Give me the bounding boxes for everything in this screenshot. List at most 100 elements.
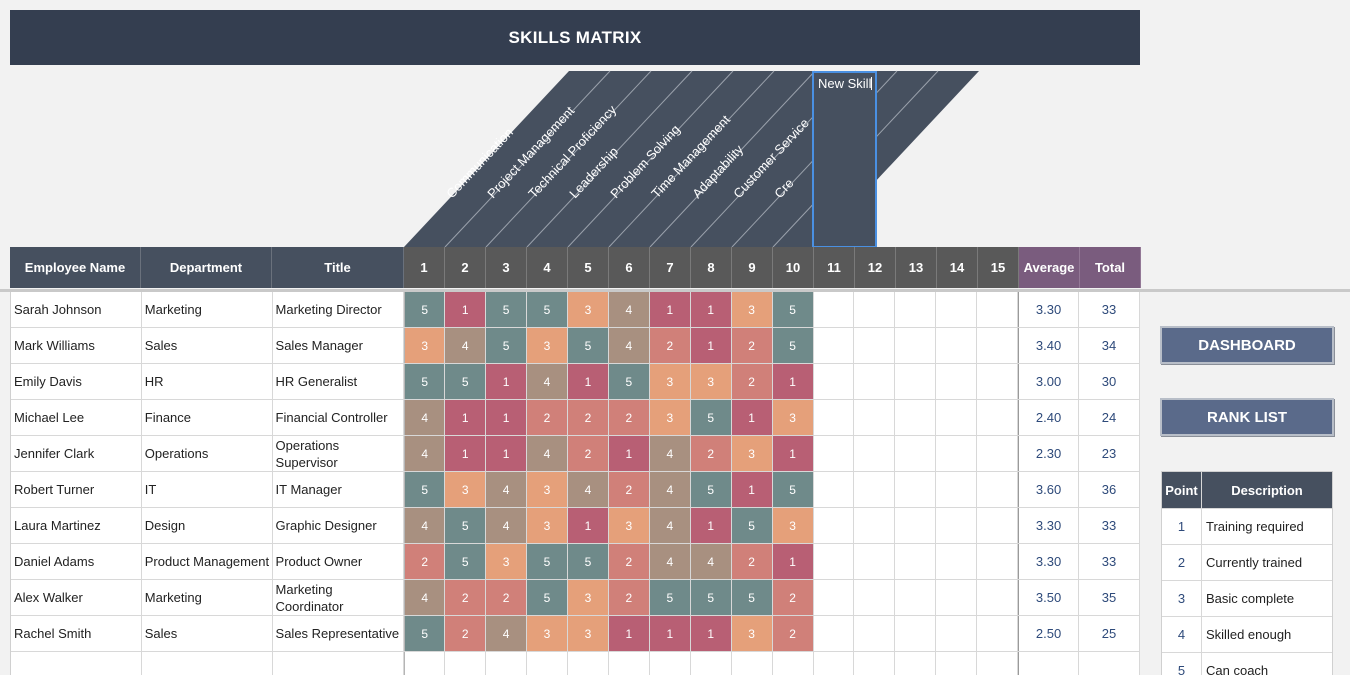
score-cell[interactable]: 5 [486,328,528,363]
score-cell[interactable]: 2 [608,472,650,507]
score-cell[interactable]: 3 [608,508,650,543]
score-cell[interactable]: 1 [772,544,814,579]
empty-score-cell[interactable] [895,400,937,435]
total-cell[interactable]: 36 [1079,472,1140,507]
empty-score-cell[interactable] [650,652,691,675]
score-cell[interactable]: 1 [486,400,528,435]
score-cell[interactable]: 5 [772,328,814,363]
score-cell[interactable]: 4 [527,364,568,399]
empty-score-cell[interactable] [854,580,896,615]
header-skill-number[interactable]: 7 [650,247,691,288]
employee-name-cell[interactable]: Alex Walker [11,580,142,615]
employee-name-cell[interactable]: Rachel Smith [11,616,142,651]
score-cell[interactable]: 2 [731,328,773,363]
editing-skill-cell[interactable]: New Skill [812,71,877,248]
empty-score-cell[interactable] [936,292,978,327]
score-cell[interactable]: 4 [445,328,487,363]
score-cell[interactable]: 5 [690,580,732,615]
score-cell[interactable]: 3 [567,616,609,651]
employee-department-cell[interactable]: Marketing [142,292,273,327]
score-cell[interactable]: 1 [690,292,732,327]
empty-score-cell[interactable] [977,436,1019,471]
score-cell[interactable]: 3 [527,508,568,543]
empty-score-cell[interactable] [854,436,896,471]
score-cell[interactable]: 3 [772,508,814,543]
empty-score-cell[interactable] [445,652,487,675]
score-cell[interactable]: 4 [567,472,609,507]
empty-score-cell[interactable] [814,400,855,435]
empty-score-cell[interactable] [977,616,1019,651]
score-cell[interactable]: 4 [486,616,528,651]
empty-score-cell[interactable] [936,364,978,399]
employee-name-cell[interactable]: Sarah Johnson [11,292,142,327]
score-cell[interactable]: 5 [690,400,732,435]
total-cell[interactable]: 25 [1079,616,1140,651]
empty-score-cell[interactable] [814,580,855,615]
score-cell[interactable]: 5 [527,544,568,579]
empty-score-cell[interactable] [854,508,896,543]
average-cell[interactable]: 2.50 [1018,616,1080,651]
total-cell[interactable]: 24 [1079,400,1140,435]
average-cell[interactable]: 3.30 [1018,544,1080,579]
score-cell[interactable]: 2 [731,544,773,579]
score-cell[interactable]: 5 [404,364,446,399]
score-cell[interactable]: 1 [608,436,650,471]
average-cell[interactable]: 3.30 [1018,508,1080,543]
empty-score-cell[interactable] [936,580,978,615]
score-cell[interactable]: 5 [404,472,446,507]
total-cell[interactable]: 34 [1079,328,1140,363]
header-department[interactable]: Department [141,247,272,288]
score-cell[interactable]: 3 [527,328,568,363]
total-cell[interactable]: 23 [1079,436,1140,471]
score-cell[interactable]: 1 [731,472,773,507]
score-cell[interactable]: 3 [731,436,773,471]
empty-score-cell[interactable] [854,472,896,507]
employee-title-cell[interactable]: Marketing Director [273,292,405,327]
score-cell[interactable]: 5 [486,292,528,327]
empty-score-cell[interactable] [977,580,1019,615]
score-cell[interactable]: 2 [567,436,609,471]
header-skill-number[interactable]: 11 [814,247,855,288]
score-cell[interactable]: 4 [486,508,528,543]
empty-score-cell[interactable] [895,328,937,363]
empty-score-cell[interactable] [977,328,1019,363]
score-cell[interactable]: 3 [772,400,814,435]
empty-score-cell[interactable] [977,544,1019,579]
score-cell[interactable]: 5 [608,364,650,399]
score-cell[interactable]: 1 [649,292,691,327]
header-skill-number[interactable]: 5 [568,247,609,288]
score-cell[interactable]: 3 [731,616,773,651]
empty-score-cell[interactable] [854,328,896,363]
empty-score-cell[interactable] [691,652,732,675]
header-skill-number[interactable]: 6 [609,247,650,288]
score-cell[interactable]: 4 [690,544,732,579]
header-skill-number[interactable]: 10 [773,247,814,288]
average-cell[interactable] [1018,652,1080,675]
score-cell[interactable]: 5 [527,580,568,615]
score-cell[interactable]: 2 [690,436,732,471]
score-cell[interactable]: 4 [527,436,568,471]
empty-score-cell[interactable] [854,292,896,327]
score-cell[interactable]: 1 [690,328,732,363]
empty-score-cell[interactable] [895,580,937,615]
empty-score-cell[interactable] [854,616,896,651]
employee-name-cell[interactable]: Robert Turner [11,472,142,507]
score-cell[interactable]: 3 [527,616,568,651]
score-cell[interactable]: 1 [445,292,487,327]
score-cell[interactable]: 1 [445,436,487,471]
score-cell[interactable]: 4 [649,436,691,471]
score-cell[interactable]: 1 [608,616,650,651]
employee-department-cell[interactable]: Product Management [142,544,273,579]
header-skill-number[interactable]: 9 [732,247,773,288]
empty-score-cell[interactable] [977,364,1019,399]
score-cell[interactable]: 4 [649,508,691,543]
score-cell[interactable]: 2 [608,544,650,579]
empty-score-cell[interactable] [895,544,937,579]
empty-score-cell[interactable] [854,400,896,435]
score-cell[interactable]: 1 [486,364,528,399]
empty-score-cell[interactable] [814,652,855,675]
empty-score-cell[interactable] [936,472,978,507]
employee-title-cell[interactable]: Financial Controller [273,400,405,435]
score-cell[interactable]: 2 [567,400,609,435]
header-skill-number[interactable]: 3 [486,247,527,288]
